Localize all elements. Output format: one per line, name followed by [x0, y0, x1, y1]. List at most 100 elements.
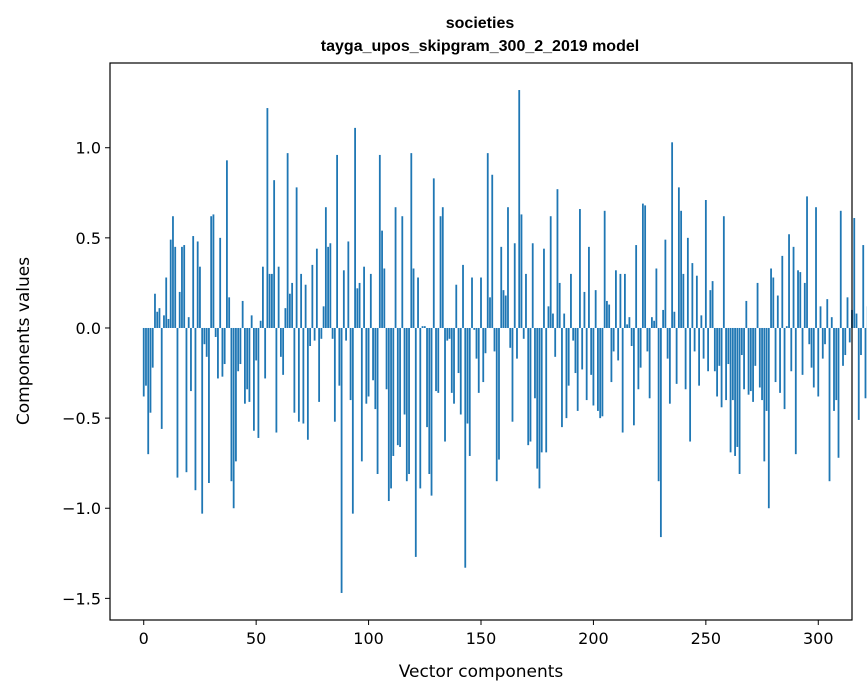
bar — [718, 327, 721, 366]
bar — [702, 327, 705, 359]
bar — [156, 311, 159, 328]
bar — [790, 327, 793, 372]
bar — [576, 327, 579, 411]
bar — [522, 327, 525, 339]
bar — [700, 315, 703, 328]
bar — [520, 214, 523, 328]
bar — [462, 264, 464, 328]
y-tick-label: −0.5 — [62, 409, 101, 428]
bar — [561, 327, 563, 428]
bar — [320, 327, 323, 339]
bar — [695, 275, 698, 328]
bar — [830, 317, 833, 328]
bar — [812, 327, 815, 388]
bar — [473, 327, 476, 330]
bar — [513, 243, 516, 328]
bar — [635, 245, 638, 328]
bar — [378, 154, 381, 328]
bar — [405, 327, 408, 482]
bar — [549, 216, 552, 328]
bar — [187, 317, 190, 328]
bar — [145, 327, 147, 386]
bar — [837, 327, 840, 458]
bar — [221, 327, 224, 377]
bar — [781, 255, 784, 328]
bar — [268, 273, 271, 328]
bar — [417, 277, 419, 328]
bar — [653, 320, 656, 328]
bar — [554, 327, 557, 357]
bar — [767, 327, 770, 509]
bar — [608, 304, 611, 328]
bar — [763, 327, 766, 462]
bar — [664, 239, 667, 328]
bar — [707, 327, 709, 372]
bar — [747, 327, 750, 395]
bar — [711, 281, 714, 328]
bar — [196, 241, 199, 328]
bar — [684, 327, 687, 390]
bar — [257, 327, 260, 438]
bar — [369, 273, 372, 328]
bar — [525, 273, 527, 328]
x-tick-label: 100 — [353, 629, 384, 648]
bar — [693, 327, 696, 352]
bar — [403, 327, 406, 415]
bar — [437, 327, 440, 393]
bar — [547, 306, 550, 328]
bar — [673, 311, 676, 328]
bar — [390, 327, 392, 489]
bar — [552, 313, 554, 328]
bar — [758, 327, 761, 388]
bar — [376, 327, 379, 474]
bar — [574, 327, 577, 374]
bar — [862, 245, 865, 328]
bar — [846, 297, 849, 328]
bar — [372, 327, 374, 381]
bar — [606, 300, 608, 328]
bar — [588, 246, 590, 328]
bar — [439, 216, 442, 328]
bar — [720, 327, 723, 408]
bar — [709, 290, 712, 328]
bar — [426, 327, 428, 428]
bar — [392, 327, 395, 456]
bar — [239, 327, 242, 365]
bar — [754, 327, 757, 366]
bar — [752, 327, 754, 402]
bar — [799, 272, 802, 328]
bar — [396, 327, 399, 446]
bar — [311, 264, 314, 328]
bar — [543, 248, 545, 328]
bar — [637, 327, 640, 390]
bar — [567, 327, 570, 386]
y-tick-label: 1.0 — [76, 139, 101, 158]
bar — [677, 187, 680, 328]
bar — [675, 327, 678, 384]
bar — [819, 306, 822, 328]
bar — [230, 327, 233, 482]
bar — [235, 327, 237, 462]
bar — [734, 327, 736, 456]
bar — [428, 327, 431, 474]
bar — [457, 327, 460, 374]
bar — [471, 277, 473, 328]
bar — [383, 268, 386, 328]
bar — [491, 174, 494, 328]
x-axis: 0 50 100 150 200 250 300 — [139, 620, 834, 648]
bar — [181, 246, 183, 328]
bar — [538, 327, 541, 489]
bar — [531, 243, 534, 328]
bar — [309, 327, 312, 347]
bar — [659, 327, 662, 538]
bars-group — [142, 90, 867, 593]
bar — [864, 327, 867, 399]
bar — [776, 295, 779, 328]
bar — [806, 196, 808, 328]
bar — [282, 327, 285, 375]
bar — [824, 327, 826, 345]
bar — [262, 266, 264, 328]
bar — [797, 270, 799, 328]
bar — [349, 327, 352, 401]
